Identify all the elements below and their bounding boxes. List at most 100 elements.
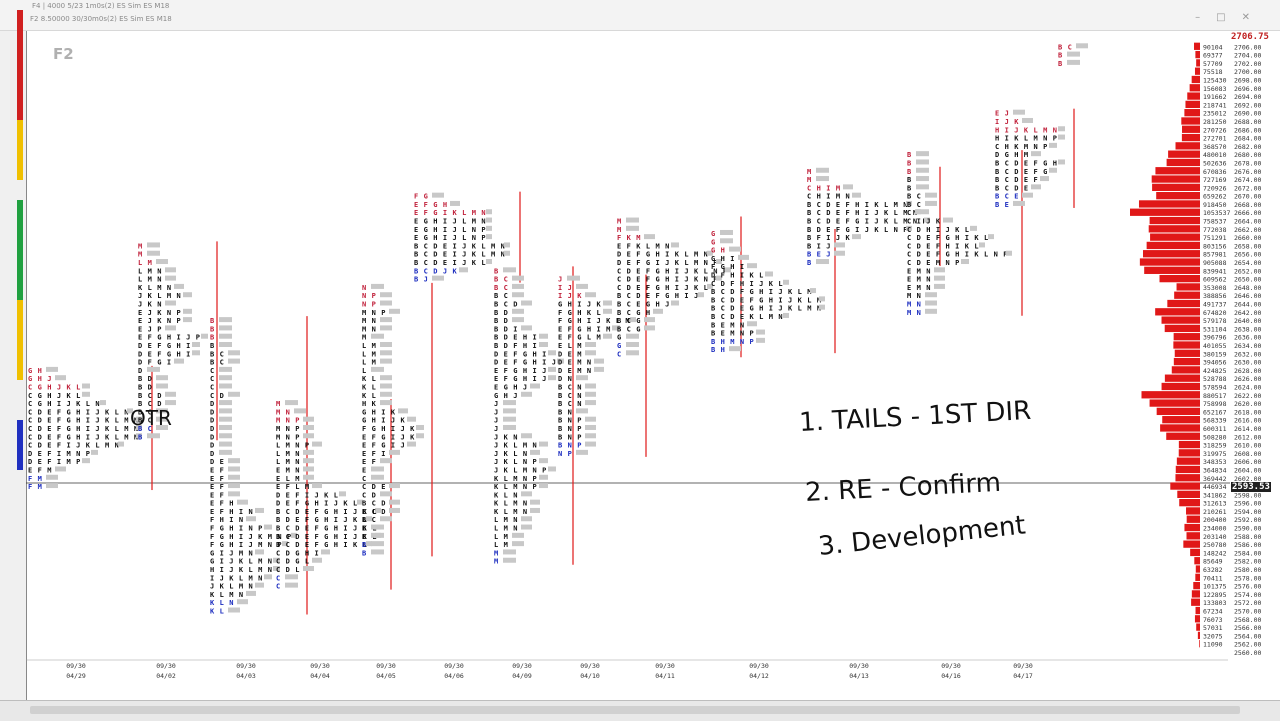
tpo-row: B C D E F G H I J	[617, 292, 699, 300]
tpo-extension	[486, 225, 492, 231]
tpo-extension	[380, 383, 392, 389]
tpo-extension	[156, 408, 168, 414]
tpo-row: C	[907, 209, 912, 217]
tpo-extension	[626, 333, 639, 339]
tpo-extension	[219, 366, 232, 372]
tpo-extension	[521, 524, 532, 530]
tpo-extension	[512, 308, 524, 314]
tpo-row: C D E F G H I J K N P	[617, 276, 718, 284]
tpo-extension	[1013, 200, 1025, 206]
price-tick-label: 2584.00	[1234, 549, 1261, 557]
tpo-row: E G H J	[494, 383, 528, 391]
volume-bar	[1175, 474, 1200, 482]
tpo-row: B C	[494, 292, 508, 300]
volume-bar	[1159, 274, 1200, 283]
tpo-extension	[548, 366, 556, 372]
tpo-row: B C D E I J K L	[414, 259, 486, 267]
price-tick-label: 2570.00	[1234, 608, 1261, 616]
tpo-extension	[303, 424, 314, 430]
volume-bar	[1185, 100, 1200, 109]
tpo-row: E F H	[210, 500, 234, 508]
tpo-row: G I J K L M N	[210, 558, 273, 566]
tpo-row: B N P	[558, 417, 582, 425]
tpo-row: B C	[1058, 43, 1072, 51]
tpo-row: J K N	[138, 301, 162, 309]
price-tick-label: 2668.00	[1234, 201, 1261, 209]
volume-bar	[1191, 598, 1200, 606]
tpo-extension	[594, 358, 604, 364]
tpo-extension	[82, 391, 90, 397]
tpo-extension	[521, 391, 532, 397]
volume-label: 502636	[1203, 159, 1227, 167]
session-time-label: 09/30	[941, 662, 961, 670]
tpo-extension	[916, 167, 929, 173]
tpo-extension	[55, 466, 66, 472]
session-time-label: 09/30	[376, 662, 396, 670]
volume-bar	[1176, 457, 1200, 465]
tpo-extension	[548, 466, 556, 472]
tpo-row: I J K L M N	[210, 574, 263, 582]
volume-label: 218741	[1203, 101, 1227, 109]
tpo-extension	[46, 483, 58, 489]
session-date-label: 04/09	[512, 672, 532, 680]
volume-bar	[1161, 382, 1200, 391]
tpo-row: B C N	[558, 392, 582, 400]
volume-label: 76073	[1203, 616, 1223, 624]
price-tick-label: 2666.00	[1234, 209, 1261, 217]
tpo-row: C D G L	[276, 558, 310, 566]
tpo-row: C D G H I	[276, 549, 319, 557]
tpo-row: J	[494, 417, 499, 425]
current-price-box: 2593.53	[1231, 482, 1271, 492]
tpo-extension	[147, 366, 160, 372]
tpo-row: L M N P	[276, 442, 310, 450]
tpo-row: C D E F G H I J K L M N	[28, 417, 139, 425]
tpo-extension	[626, 225, 639, 231]
price-tick-label: 2664.00	[1234, 218, 1261, 226]
volume-label: 508280	[1203, 433, 1227, 441]
volume-label: 156083	[1203, 85, 1227, 93]
price-tick-label: 2590.00	[1234, 525, 1261, 533]
volume-label: 720926	[1203, 184, 1227, 192]
volume-label: 578594	[1203, 383, 1227, 391]
tpo-row: C I J K	[907, 218, 941, 226]
tpo-extension	[756, 337, 765, 343]
tpo-row: B	[362, 533, 367, 541]
tpo-row: B C D E F G I J K L M N P	[807, 218, 927, 226]
volume-label: 424825	[1203, 367, 1227, 375]
volume-label: 70411	[1203, 574, 1223, 582]
price-tick-label: 2624.00	[1234, 383, 1261, 391]
tpo-extension	[228, 391, 240, 397]
volume-label: 210261	[1203, 508, 1227, 516]
volume-label: 674820	[1203, 309, 1227, 317]
volume-bar	[1184, 523, 1200, 532]
tpo-row: E F G I J K	[362, 433, 415, 441]
tpo-extension	[816, 259, 829, 265]
market-profile-chart[interactable]: 2706.00 90104 2704.00 69377 2702.00 57709 2700…	[0, 0, 1280, 700]
window-title-front[interactable]: F2 8.50000 30/30m0s(2) ES Sim ES M18	[30, 15, 172, 23]
tpo-row: B C D E	[995, 184, 1029, 192]
tpo-extension	[539, 483, 548, 489]
tpo-extension	[246, 516, 256, 522]
tpo-row: L M N	[494, 525, 518, 533]
volume-label: 568339	[1203, 417, 1227, 425]
tpo-extension	[183, 317, 192, 323]
tpo-extension	[380, 358, 392, 364]
tpo-extension	[165, 391, 176, 397]
tpo-extension	[671, 300, 679, 306]
tpo-row: E G H I J L M N	[414, 218, 486, 226]
tpo-extension	[219, 325, 232, 331]
window-controls[interactable]: –□✕	[1195, 12, 1266, 23]
tpo-extension	[303, 433, 314, 439]
tpo-extension	[503, 400, 516, 406]
tpo-row: E J K N P	[138, 309, 181, 317]
tpo-extension	[46, 366, 58, 372]
tpo-row: K L	[362, 383, 376, 391]
tpo-extension	[961, 259, 969, 265]
tpo-extension	[228, 491, 240, 497]
tpo-row: L M	[362, 359, 376, 367]
tpo-row: E F G H I M	[558, 325, 611, 333]
volume-bar	[1194, 615, 1200, 623]
tpo-row: E G H I J L N P	[414, 226, 486, 234]
horizontal-scrollbar[interactable]	[30, 706, 1240, 714]
tpo-extension	[729, 246, 741, 252]
